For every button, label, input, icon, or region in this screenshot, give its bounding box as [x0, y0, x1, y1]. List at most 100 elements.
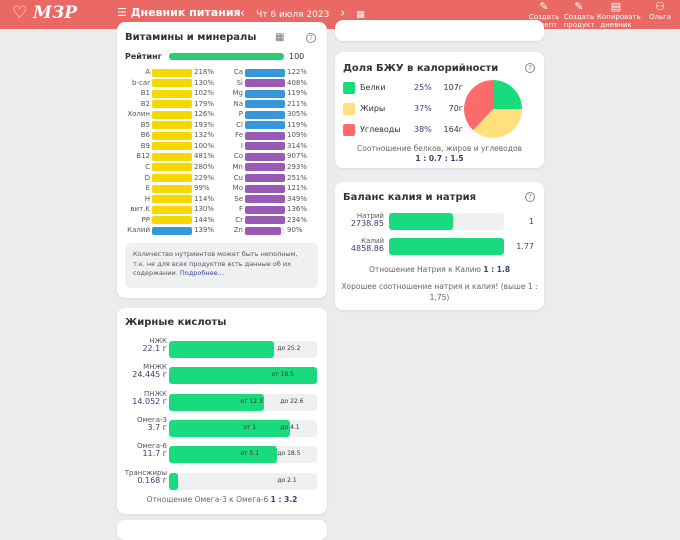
menu-button[interactable]: ☰ Дневник питания: [117, 6, 241, 19]
nutrient-row[interactable]: Холин 126%: [117, 110, 217, 119]
nutrient-row[interactable]: H 114%: [117, 195, 217, 204]
amount: 24.445 г: [132, 370, 167, 380]
nutrient-bar-fill: [152, 142, 192, 151]
nutrient-bar-fill: [245, 152, 285, 161]
fatty-acids-card: Жирные кислоты НЖК 22.1 г до 25.2 МНЖК 24.…: [117, 308, 327, 514]
legend-swatch: [343, 124, 355, 136]
nutrient-row[interactable]: Mn 293%: [210, 163, 310, 172]
nutrient-row[interactable]: Zn 90%: [210, 226, 310, 235]
help-icon[interactable]: ?: [525, 63, 535, 73]
nutrient-note: Количество нутриентов может быть неполны…: [125, 243, 318, 288]
nutrient-row[interactable]: Co 907%: [210, 152, 310, 161]
nutrient-row[interactable]: PP 144%: [117, 216, 217, 225]
nutrient-row[interactable]: Si 408%: [210, 79, 310, 88]
nutrient-bar-fill: [245, 68, 285, 77]
nutrient-name: Cr: [235, 215, 243, 224]
nutrient-row[interactable]: P 305%: [210, 110, 310, 119]
nutrient-row[interactable]: Mg 119%: [210, 89, 310, 98]
copy-diary-button[interactable]: ▤ Копировать дневник: [597, 0, 641, 29]
nutrient-bar-fill: [245, 216, 285, 225]
nutrient-row[interactable]: B1 102%: [117, 89, 217, 98]
nutrient-bar-fill: [152, 131, 192, 140]
nutrient-row[interactable]: E 99%: [117, 184, 217, 193]
logo[interactable]: ♡ МЗР: [12, 3, 77, 23]
legend-grams: 70г: [448, 104, 463, 113]
amount: 14.052 г: [132, 396, 167, 406]
nutrient-row[interactable]: Mo 121%: [210, 184, 310, 193]
fatty-acid-bar: от 18.5: [169, 367, 317, 385]
nutrient-row[interactable]: B2 179%: [117, 100, 217, 109]
ratio-label: Отношение Омега-3 к Омега-6: [146, 495, 269, 504]
rating-label: Рейтинг: [125, 52, 162, 61]
nutrient-row[interactable]: B5 193%: [117, 121, 217, 130]
potassium-sodium-card: Баланс калия и натрия ? Натрий 2738.85 1 …: [335, 182, 544, 310]
user-button[interactable]: ⚇ Ольга: [646, 0, 674, 21]
nutrient-row[interactable]: Ca 122%: [210, 68, 310, 77]
nutrient-bar-fill: [152, 216, 192, 225]
nutrient-percent: 90%: [287, 226, 303, 235]
nutrient-percent: 102%: [194, 89, 215, 98]
nutrient-row[interactable]: Cr 234%: [210, 216, 310, 225]
nutrient-row[interactable]: b-car 130%: [117, 79, 217, 88]
nutrient-row[interactable]: C 280%: [117, 163, 217, 172]
nutrient-row[interactable]: D 229%: [117, 174, 217, 183]
fatty-acid-row: МНЖК 24.445 г от 18.5: [117, 363, 327, 387]
rating-value: 100: [289, 52, 305, 61]
pie-slice: [464, 80, 493, 131]
nutrient-row[interactable]: вит.K 130%: [117, 205, 217, 214]
bju-pie-chart: [464, 80, 522, 138]
amount: 0.168 г: [137, 475, 167, 485]
nutrient-row[interactable]: B12 481%: [117, 152, 217, 161]
nutrient-bar-fill: [152, 152, 192, 161]
nutrient-name: PP: [141, 215, 150, 224]
nutrient-name: B1: [140, 89, 150, 98]
table-icon[interactable]: ▦: [275, 32, 285, 43]
kna-ratio-value: 1.77: [516, 242, 534, 251]
help-icon[interactable]: ?: [525, 192, 535, 202]
nutrient-name: Cu: [233, 173, 243, 182]
nutrient-row[interactable]: Fe 109%: [210, 131, 310, 140]
kna-note: Хорошее соотношение натрия и калия! (выш…: [341, 282, 538, 302]
legend-name: Белки: [360, 83, 386, 92]
nutrient-row[interactable]: B9 100%: [117, 142, 217, 151]
bar-fill: [389, 213, 454, 230]
more-link[interactable]: Подробнее...: [179, 269, 224, 277]
name: Натрий: [356, 212, 384, 220]
prev-day-button[interactable]: ‹: [240, 6, 246, 21]
nutrient-row[interactable]: B6 132%: [117, 131, 217, 140]
nutrient-row[interactable]: Se 349%: [210, 195, 310, 204]
name: МНЖК: [143, 363, 167, 372]
nutrient-row[interactable]: Cu 251%: [210, 174, 310, 183]
bju-legend-item: Белки 25% 107г: [343, 82, 463, 94]
date-label[interactable]: Чт 6 июля 2023: [256, 10, 330, 20]
name: НЖК: [149, 337, 167, 345]
create-recipe-button[interactable]: ✎ Создать рецепт: [527, 0, 561, 29]
card-title: Баланс калия и натрия: [343, 192, 477, 203]
nutrient-name: E: [145, 184, 150, 193]
nutrient-row[interactable]: A 218%: [117, 68, 217, 77]
nutrient-row[interactable]: Na 211%: [210, 100, 310, 109]
card-title: Доля БЖУ в калорийности: [343, 63, 499, 74]
help-icon[interactable]: ?: [306, 33, 316, 43]
card-title: Жирные кислоты: [125, 317, 227, 328]
nutrient-row[interactable]: Калий 139%: [117, 226, 217, 235]
kna-bar: [389, 213, 504, 230]
bar-fill: [169, 472, 178, 490]
fatty-acid-label: Омега-3 3.7 г: [137, 416, 167, 432]
fatty-acid-bar: от 12.3 до 22.6: [169, 393, 317, 411]
next-day-button[interactable]: ›: [340, 6, 346, 21]
nutrient-percent: 130%: [194, 205, 215, 214]
calendar-icon[interactable]: ▦: [356, 10, 365, 20]
norm-mark: от 5.1: [240, 450, 260, 458]
ratio-value: 1 : 3.2: [270, 495, 298, 504]
nutrient-name: Mn: [232, 162, 243, 171]
nutrient-row[interactable]: Cl 119%: [210, 121, 310, 130]
nutrient-name: C: [145, 162, 150, 171]
note-text: Количество нутриентов может быть неполны…: [133, 250, 298, 277]
omega-ratio: Отношение Омега-3 к Омега-6 1 : 3.2: [117, 495, 327, 504]
create-product-button[interactable]: ✎ Создать продукт: [562, 0, 596, 29]
nutrient-name: вит.K: [130, 205, 150, 214]
nutrient-name: Zn: [233, 226, 243, 235]
nutrient-row[interactable]: F 136%: [210, 205, 310, 214]
nutrient-row[interactable]: I 314%: [210, 142, 310, 151]
